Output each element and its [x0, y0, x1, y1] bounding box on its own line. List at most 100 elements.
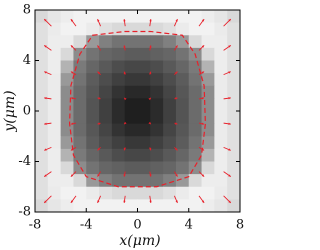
heatmap-cell — [214, 85, 228, 99]
heatmap-cell — [111, 148, 126, 162]
heatmap-cell — [35, 161, 49, 175]
heatmap-cell — [73, 123, 87, 137]
quiver-arrowhead — [44, 174, 47, 177]
heatmap-cell — [86, 136, 100, 150]
heatmap-cell — [124, 161, 138, 175]
heatmap-cell — [163, 60, 177, 74]
heatmap-cell — [137, 85, 151, 99]
quiver-arrowhead — [149, 19, 152, 22]
heatmap-cell — [175, 35, 190, 49]
quiver-arrowhead — [97, 200, 100, 203]
heatmap-cell — [111, 161, 126, 175]
heatmap-cell — [47, 123, 62, 137]
y-tick-label: -8 — [18, 205, 31, 220]
heatmap-cell — [86, 123, 100, 137]
heatmap-cell — [35, 186, 49, 200]
heatmap-cell — [137, 22, 151, 36]
heatmap-cell — [73, 199, 87, 213]
heatmap-cell — [86, 85, 100, 99]
quiver-arrowhead — [175, 19, 178, 22]
x-tick-label: -8 — [29, 218, 42, 233]
heatmap-cell — [214, 47, 228, 61]
heatmap-cell — [137, 161, 151, 175]
heatmap-cell — [150, 73, 164, 87]
heatmap-cell — [137, 47, 151, 61]
heatmap-cell — [188, 186, 202, 200]
quiver-arrowhead — [123, 200, 126, 203]
heatmap-cell — [137, 35, 151, 49]
heatmap-cell — [227, 60, 241, 74]
heatmap-cell — [124, 10, 138, 24]
quiver-arrowhead — [148, 147, 152, 151]
heatmap-cell — [86, 35, 100, 49]
heatmap-cell — [99, 186, 113, 200]
heatmap-cell — [60, 136, 74, 150]
heatmap-cell — [124, 22, 138, 36]
heatmap-cell — [214, 123, 228, 137]
heatmap-cell — [35, 22, 49, 36]
heatmap-cell — [188, 85, 202, 99]
heatmap-cell — [111, 22, 126, 36]
heatmap-cell — [60, 161, 74, 175]
heatmap-cell — [47, 199, 62, 213]
heatmap-cell — [201, 98, 215, 112]
heatmap-cell — [175, 10, 190, 24]
heatmap-cell — [214, 10, 228, 24]
heatmap-cell — [35, 148, 49, 162]
heatmap-cell — [137, 174, 151, 188]
quiver-arrowhead — [175, 45, 178, 48]
heatmap-cell — [111, 35, 126, 49]
heatmap-cell — [35, 174, 49, 188]
quiver-arrowhead — [123, 45, 126, 48]
heatmap-cell — [60, 186, 74, 200]
heatmap-cell — [227, 22, 241, 36]
heatmap-cell — [111, 174, 126, 188]
heatmap-cell — [73, 73, 87, 87]
y-tick-label: 4 — [23, 53, 31, 68]
heatmap-cell — [99, 60, 113, 74]
heatmap-cell — [99, 148, 113, 162]
heatmap-cell — [227, 186, 241, 200]
heatmap-cell — [188, 174, 202, 188]
heatmap-cell — [137, 123, 151, 137]
heatmap-cell — [150, 35, 164, 49]
heatmap-cell — [175, 60, 190, 74]
x-tick-label: -4 — [80, 218, 93, 233]
heatmap-cell — [47, 98, 62, 112]
heatmap-cell — [99, 174, 113, 188]
heatmap-cell — [150, 186, 164, 200]
heatmap-cell — [188, 98, 202, 112]
heatmap-cell — [111, 85, 126, 99]
x-tick-label: 0 — [133, 218, 141, 233]
quiver-arrowhead — [70, 45, 74, 48]
quiver-arrowhead — [97, 71, 100, 75]
heatmap-cell — [175, 73, 190, 87]
quiver-arrowhead — [44, 148, 47, 151]
heatmap-cell — [60, 73, 74, 87]
heatmap-cell — [201, 22, 215, 36]
quiver-arrowhead — [228, 122, 231, 126]
heatmap-cell — [137, 73, 151, 87]
heatmap-cell — [163, 98, 177, 112]
heatmap-cell — [163, 136, 177, 150]
heatmap-cell — [73, 85, 87, 99]
heatmap-cell — [60, 98, 74, 112]
heatmap-cell — [60, 47, 74, 61]
heatmap-cell — [227, 98, 241, 112]
heatmap-cell — [175, 47, 190, 61]
heatmap-cell — [124, 199, 138, 213]
heatmap-cell — [60, 85, 74, 99]
heatmap-cell — [99, 199, 113, 213]
heatmap-cell — [175, 148, 190, 162]
quiver-arrowhead — [201, 45, 205, 48]
heatmap-cell — [214, 136, 228, 150]
heatmap-cell — [214, 161, 228, 175]
quiver-arrowhead — [175, 97, 178, 100]
heatmap-cell — [124, 47, 138, 61]
heatmap-cell — [124, 98, 138, 112]
heatmap-cell — [214, 111, 228, 125]
quiver-arrowhead — [175, 71, 178, 75]
heatmap-cell — [111, 136, 126, 150]
heatmap-cell — [188, 111, 202, 125]
quiver-arrowhead — [228, 45, 231, 48]
